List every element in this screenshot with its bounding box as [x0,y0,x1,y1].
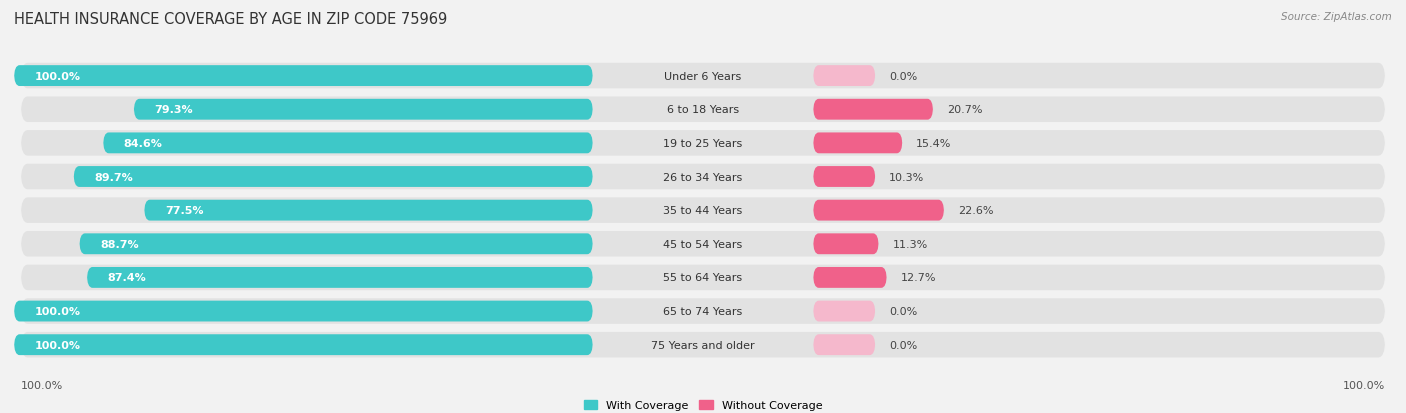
FancyBboxPatch shape [21,332,1385,358]
FancyBboxPatch shape [21,198,1385,223]
FancyBboxPatch shape [21,97,1385,123]
FancyBboxPatch shape [813,234,879,254]
FancyBboxPatch shape [103,133,593,154]
FancyBboxPatch shape [813,267,887,288]
FancyBboxPatch shape [813,66,876,87]
Text: 100.0%: 100.0% [35,71,80,81]
FancyBboxPatch shape [813,133,903,154]
Text: Source: ZipAtlas.com: Source: ZipAtlas.com [1281,12,1392,22]
FancyBboxPatch shape [134,100,593,120]
Text: 87.4%: 87.4% [108,273,146,283]
FancyBboxPatch shape [21,265,1385,290]
FancyBboxPatch shape [21,299,1385,324]
Text: HEALTH INSURANCE COVERAGE BY AGE IN ZIP CODE 75969: HEALTH INSURANCE COVERAGE BY AGE IN ZIP … [14,12,447,27]
FancyBboxPatch shape [14,66,593,87]
Text: 19 to 25 Years: 19 to 25 Years [664,138,742,149]
Text: 20.7%: 20.7% [946,105,983,115]
Text: 15.4%: 15.4% [917,138,952,149]
Text: 0.0%: 0.0% [889,340,917,350]
Text: 22.6%: 22.6% [957,206,993,216]
FancyBboxPatch shape [80,234,593,254]
Text: 10.3%: 10.3% [889,172,924,182]
Text: 12.7%: 12.7% [900,273,936,283]
Text: 100.0%: 100.0% [21,380,63,390]
Text: 100.0%: 100.0% [35,306,80,316]
Text: 79.3%: 79.3% [155,105,193,115]
Text: Under 6 Years: Under 6 Years [665,71,741,81]
Text: 6 to 18 Years: 6 to 18 Years [666,105,740,115]
FancyBboxPatch shape [813,200,943,221]
FancyBboxPatch shape [87,267,593,288]
Text: 0.0%: 0.0% [889,71,917,81]
Legend: With Coverage, Without Coverage: With Coverage, Without Coverage [579,395,827,413]
Text: 11.3%: 11.3% [893,239,928,249]
Text: 26 to 34 Years: 26 to 34 Years [664,172,742,182]
Text: 89.7%: 89.7% [94,172,134,182]
FancyBboxPatch shape [813,167,876,188]
Text: 35 to 44 Years: 35 to 44 Years [664,206,742,216]
Text: 55 to 64 Years: 55 to 64 Years [664,273,742,283]
Text: 100.0%: 100.0% [1343,380,1385,390]
Text: 100.0%: 100.0% [35,340,80,350]
FancyBboxPatch shape [21,131,1385,156]
FancyBboxPatch shape [21,231,1385,257]
Text: 45 to 54 Years: 45 to 54 Years [664,239,742,249]
FancyBboxPatch shape [813,100,934,120]
FancyBboxPatch shape [73,167,593,188]
FancyBboxPatch shape [21,164,1385,190]
FancyBboxPatch shape [813,301,876,322]
FancyBboxPatch shape [813,335,876,355]
FancyBboxPatch shape [14,301,593,322]
FancyBboxPatch shape [145,200,593,221]
Text: 0.0%: 0.0% [889,306,917,316]
FancyBboxPatch shape [14,335,593,355]
Text: 65 to 74 Years: 65 to 74 Years [664,306,742,316]
Text: 75 Years and older: 75 Years and older [651,340,755,350]
FancyBboxPatch shape [21,64,1385,89]
Text: 84.6%: 84.6% [124,138,163,149]
Text: 88.7%: 88.7% [100,239,139,249]
Text: 77.5%: 77.5% [165,206,204,216]
